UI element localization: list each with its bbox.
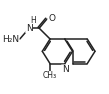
Text: O: O	[48, 14, 55, 24]
Text: N: N	[26, 24, 32, 33]
Text: N: N	[62, 65, 68, 74]
Text: H: H	[30, 16, 36, 25]
Text: H₂N: H₂N	[2, 34, 19, 44]
Text: CH₃: CH₃	[43, 71, 57, 80]
